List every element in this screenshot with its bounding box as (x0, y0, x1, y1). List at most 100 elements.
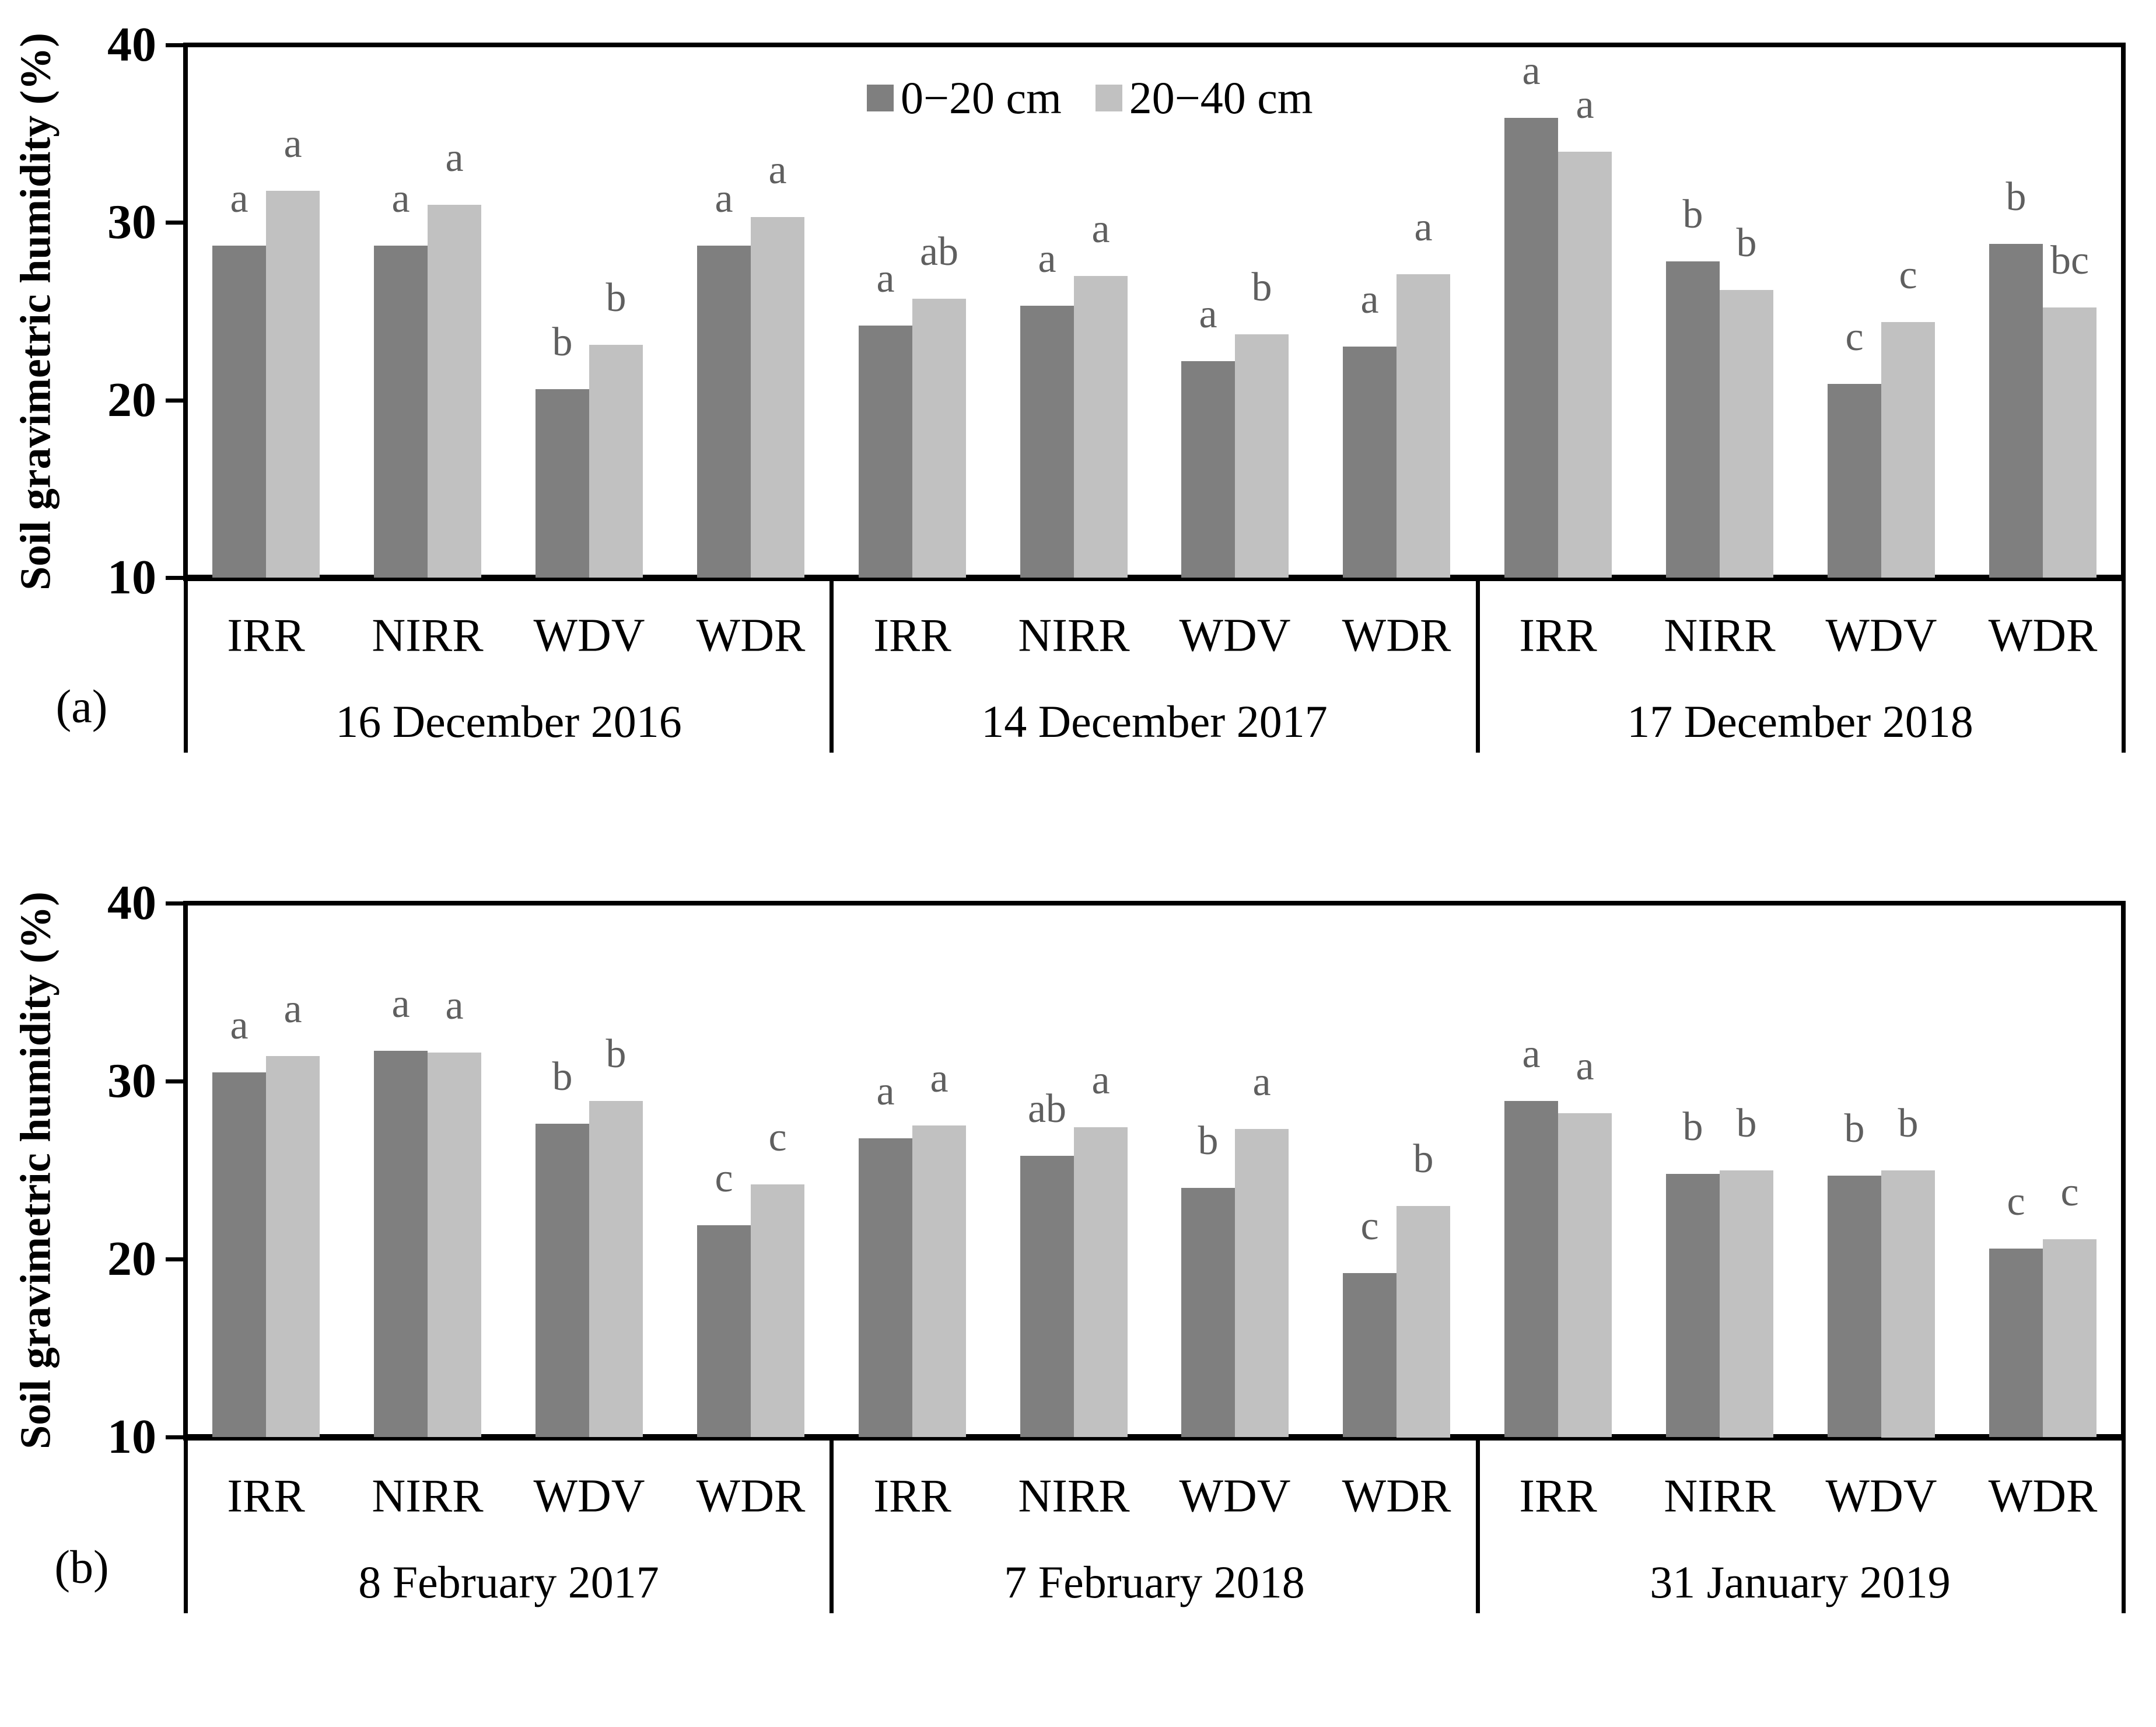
x-axis-line-b (183, 1434, 2126, 1441)
sig-letter-a: bc (2050, 238, 2090, 283)
sig-letter-a: a (1414, 205, 1433, 250)
treatment-label-a: WDR (1342, 610, 1451, 662)
sig-letter-a: a (391, 176, 410, 221)
bar-irr-20-40-b (912, 1125, 966, 1437)
legend-swatch-dark-icon (867, 85, 894, 111)
bar-irr-0-20-a (1504, 118, 1558, 578)
sig-letter-b: a (1252, 1060, 1271, 1104)
sig-letter-b: b (1198, 1118, 1219, 1163)
bar-wdv-0-20-b (536, 1124, 589, 1437)
sig-letter-a: a (1522, 48, 1541, 93)
sig-letter-a: a (715, 176, 733, 221)
sig-letter-a: b (1736, 221, 1757, 265)
bar-wdr-20-40-a (1396, 274, 1450, 578)
bar-nirr-0-20-a (1666, 261, 1720, 578)
sig-letter-a: a (876, 256, 895, 301)
treatment-label-a: IRR (227, 610, 305, 662)
legend-item-0-20: 0−20 cm (867, 75, 1062, 121)
sig-letter-a: c (1845, 314, 1864, 359)
treatment-label-b: WDV (1825, 1470, 1937, 1522)
sig-letter-a: a (230, 176, 249, 221)
sig-letter-a: a (1360, 277, 1379, 322)
date-label-a: 17 December 2018 (1627, 696, 1973, 747)
treatment-label-a: WDV (1825, 610, 1937, 662)
bar-wdr-20-40-a (2043, 307, 2096, 578)
y-axis-line-b (183, 901, 188, 1439)
treatment-label-b: WDV (1179, 1470, 1291, 1522)
bar-wdv-20-40-a (589, 345, 643, 578)
bar-nirr-0-20-a (1020, 306, 1074, 578)
bar-nirr-20-40-a (428, 205, 481, 578)
y-axis-title-a: Soil gravimetric humidity (%) (12, 33, 60, 590)
bar-irr-20-40-b (1558, 1113, 1612, 1437)
sig-letter-a: a (284, 121, 302, 166)
bar-nirr-20-40-a (1074, 276, 1128, 578)
sig-letter-a: b (606, 275, 626, 320)
panel-label-a: (a) (55, 681, 108, 733)
sig-letter-a: c (1899, 253, 1917, 298)
sig-letter-b: a (445, 983, 464, 1028)
plot-top-border-b (183, 901, 2126, 906)
date-label-a: 14 December 2017 (981, 696, 1328, 747)
sig-letter-a: b (1251, 265, 1272, 310)
sig-letter-a: a (1199, 292, 1217, 337)
treatment-label-a: IRR (1519, 610, 1597, 662)
sig-letter-b: a (284, 987, 302, 1032)
treatment-label-a: IRR (873, 610, 951, 662)
panel-divider-a (2122, 581, 2126, 753)
y-tick-label-a: 20 (107, 373, 156, 427)
bar-wdr-20-40-b (2043, 1239, 2096, 1437)
bar-irr-0-20-b (859, 1138, 912, 1437)
bar-nirr-20-40-a (1720, 290, 1773, 578)
y-tick-a (166, 576, 183, 580)
treatment-label-b: NIRR (1018, 1470, 1130, 1522)
y-tick-label-b: 10 (107, 1410, 156, 1464)
sig-letter-b: c (2060, 1170, 2079, 1215)
treatment-label-a: NIRR (1664, 610, 1776, 662)
treatment-label-a: WDR (1988, 610, 2098, 662)
y-tick-label-b: 20 (107, 1232, 156, 1286)
panel-divider-b (2122, 1441, 2126, 1613)
date-label-b: 31 January 2019 (1650, 1557, 1951, 1607)
sig-letter-a: a (1576, 82, 1594, 127)
sig-letter-a: b (552, 320, 573, 365)
panel-label-b: (b) (54, 1541, 109, 1593)
panel-divider-b (1476, 1441, 1480, 1613)
treatment-label-a: WDR (696, 610, 806, 662)
bar-wdv-0-20-a (536, 389, 589, 578)
y-tick-label-a: 30 (107, 195, 156, 249)
y-tick-a (166, 398, 183, 403)
bar-nirr-0-20-a (374, 246, 428, 578)
bar-wdv-0-20-a (1828, 384, 1881, 578)
bar-irr-20-40-b (266, 1056, 320, 1437)
y-tick-b (166, 901, 183, 906)
sig-letter-b: a (930, 1056, 949, 1101)
bar-irr-20-40-a (266, 191, 320, 578)
bar-wdv-20-40-b (1235, 1129, 1289, 1437)
sig-letter-b: c (715, 1156, 733, 1201)
bar-wdv-20-40-a (1881, 322, 1935, 578)
y-tick-a (166, 221, 183, 225)
date-label-b: 7 February 2018 (1004, 1557, 1305, 1607)
bar-wdv-0-20-a (1181, 361, 1235, 578)
sig-letter-a: a (1038, 236, 1056, 281)
treatment-label-b: WDR (1988, 1470, 2098, 1522)
treatment-label-a: NIRR (372, 610, 484, 662)
legend-label-20-40: 20−40 cm (1129, 72, 1313, 123)
bar-wdv-20-40-a (1235, 334, 1289, 578)
treatment-label-a: WDV (533, 610, 645, 662)
bar-irr-0-20-a (859, 326, 912, 578)
bar-nirr-20-40-b (1720, 1170, 1773, 1438)
sig-letter-b: c (1360, 1204, 1379, 1249)
bar-wdr-0-20-a (1989, 244, 2043, 578)
sig-letter-b: a (1576, 1044, 1594, 1089)
y-tick-b (166, 1079, 183, 1083)
sig-letter-a: b (1682, 192, 1703, 237)
bar-nirr-0-20-b (374, 1051, 428, 1437)
bar-irr-0-20-b (1504, 1101, 1558, 1437)
treatment-label-a: NIRR (1018, 610, 1130, 662)
bar-wdr-0-20-b (1343, 1273, 1396, 1437)
sig-letter-b: a (391, 981, 410, 1026)
panel-divider-a (1476, 581, 1480, 753)
